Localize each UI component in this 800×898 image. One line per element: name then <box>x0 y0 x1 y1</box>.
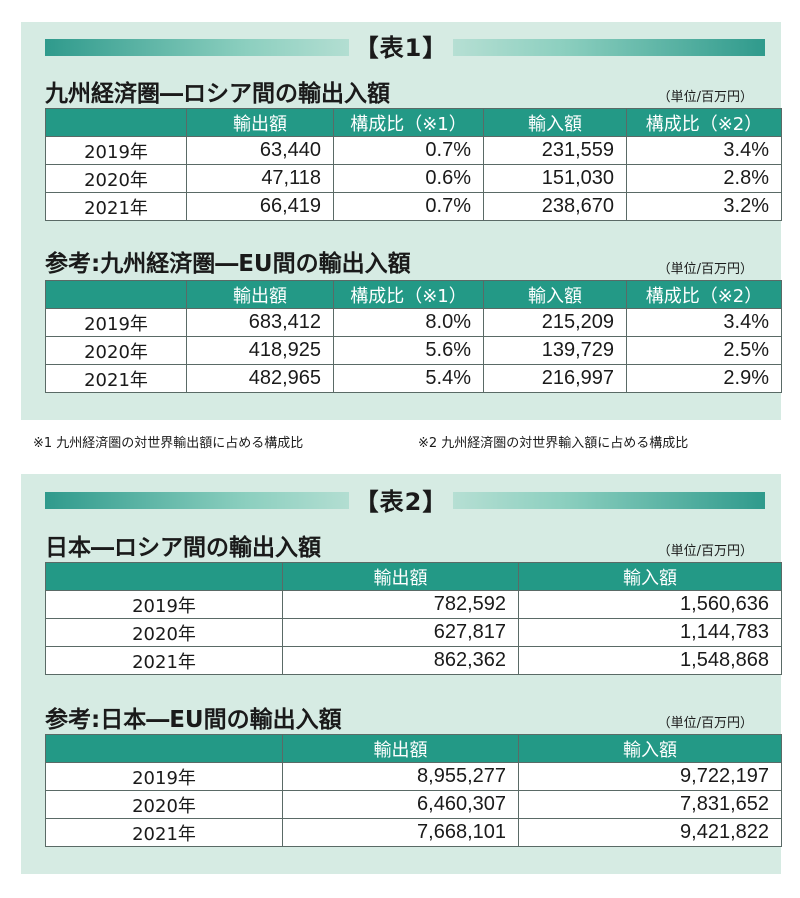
header-cell: 構成比（※2） <box>626 108 782 137</box>
export-cell: 418,925 <box>186 336 334 365</box>
export-ratio-cell: 0.7% <box>333 192 484 221</box>
import-ratio-cell: 2.5% <box>626 336 782 365</box>
export-cell: 7,668,101 <box>282 818 519 847</box>
header-cell: 輸入額 <box>483 108 627 137</box>
import-cell: 231,559 <box>483 136 627 165</box>
import-cell: 9,722,197 <box>518 762 782 791</box>
table2-panel: 【表2】 日本―ロシア間の輸出入額 （単位/百万円） 輸出額 輸入額 2019年… <box>21 474 782 874</box>
footnote-2: ※2 九州経済圏の対世界輸入額に占める構成比 <box>418 436 689 451</box>
year-cell: 2020年 <box>45 164 187 193</box>
export-cell: 6,460,307 <box>282 790 519 819</box>
table2-section-a-table: 輸出額 輸入額 2019年 782,592 1,560,636 2020年 62… <box>45 562 782 675</box>
import-cell: 1,548,868 <box>518 646 782 675</box>
export-cell: 66,419 <box>186 192 334 221</box>
table-header-row: 輸出額 輸入額 <box>45 562 782 591</box>
year-cell: 2021年 <box>45 818 283 847</box>
table-row: 2021年 862,362 1,548,868 <box>45 646 782 675</box>
table-row: 2020年 6,460,307 7,831,652 <box>45 790 782 819</box>
year-cell: 2019年 <box>45 308 187 337</box>
import-cell: 238,670 <box>483 192 627 221</box>
import-cell: 216,997 <box>483 364 627 393</box>
header-cell: 輸出額 <box>282 562 519 591</box>
year-cell: 2019年 <box>45 136 187 165</box>
import-cell: 215,209 <box>483 308 627 337</box>
export-cell: 683,412 <box>186 308 334 337</box>
year-cell: 2021年 <box>45 192 187 221</box>
table2-section-b-table: 輸出額 輸入額 2019年 8,955,277 9,722,197 2020年 … <box>45 734 782 847</box>
table2-section-a-title: 日本―ロシア間の輸出入額 <box>45 535 321 561</box>
table-row: 2019年 8,955,277 9,722,197 <box>45 762 782 791</box>
table1-section-b-table: 輸出額 構成比（※1） 輸入額 構成比（※2） 2019年 683,412 8.… <box>45 280 782 393</box>
table1-section-a-table: 輸出額 構成比（※1） 輸入額 構成比（※2） 2019年 63,440 0.7… <box>45 108 782 221</box>
table2-section-b-title: 参考:日本―EU間の輸出入額 <box>45 707 342 733</box>
year-cell: 2021年 <box>45 646 283 675</box>
table-row: 2019年 683,412 8.0% 215,209 3.4% <box>45 308 782 337</box>
table-row: 2019年 782,592 1,560,636 <box>45 590 782 619</box>
table-row: 2020年 47,118 0.6% 151,030 2.8% <box>45 164 782 193</box>
import-cell: 139,729 <box>483 336 627 365</box>
table1-heading: 【表1】 <box>21 28 781 63</box>
table2-section-b-unit: （単位/百万円） <box>657 716 753 731</box>
header-cell: 輸出額 <box>186 280 334 309</box>
year-cell: 2021年 <box>45 364 187 393</box>
header-cell: 構成比（※1） <box>333 108 484 137</box>
table-row: 2021年 482,965 5.4% 216,997 2.9% <box>45 364 782 393</box>
import-ratio-cell: 3.4% <box>626 308 782 337</box>
year-cell: 2020年 <box>45 790 283 819</box>
header-cell: 構成比（※2） <box>626 280 782 309</box>
export-cell: 47,118 <box>186 164 334 193</box>
table-header-row: 輸出額 構成比（※1） 輸入額 構成比（※2） <box>45 280 782 309</box>
table-row: 2020年 418,925 5.6% 139,729 2.5% <box>45 336 782 365</box>
header-cell: 輸出額 <box>186 108 334 137</box>
header-cell: 輸入額 <box>518 562 782 591</box>
export-cell: 63,440 <box>186 136 334 165</box>
table1-section-a-unit: （単位/百万円） <box>657 90 753 105</box>
table2-heading: 【表2】 <box>21 482 781 517</box>
table-row: 2020年 627,817 1,144,783 <box>45 618 782 647</box>
header-cell <box>45 108 187 137</box>
header-cell: 構成比（※1） <box>333 280 484 309</box>
year-cell: 2020年 <box>45 618 283 647</box>
export-ratio-cell: 8.0% <box>333 308 484 337</box>
table-header-row: 輸出額 輸入額 <box>45 734 782 763</box>
table1-section-b-title: 参考:九州経済圏―EU間の輸出入額 <box>45 251 411 277</box>
header-cell: 輸入額 <box>518 734 782 763</box>
table-header-row: 輸出額 構成比（※1） 輸入額 構成比（※2） <box>45 108 782 137</box>
table-row: 2019年 63,440 0.7% 231,559 3.4% <box>45 136 782 165</box>
export-cell: 627,817 <box>282 618 519 647</box>
export-ratio-cell: 5.4% <box>333 364 484 393</box>
export-ratio-cell: 0.7% <box>333 136 484 165</box>
import-ratio-cell: 3.4% <box>626 136 782 165</box>
table1-section-b-unit: （単位/百万円） <box>657 262 753 277</box>
header-cell: 輸出額 <box>282 734 519 763</box>
footnote-1: ※1 九州経済圏の対世界輸出額に占める構成比 <box>33 436 304 451</box>
export-cell: 8,955,277 <box>282 762 519 791</box>
export-cell: 862,362 <box>282 646 519 675</box>
year-cell: 2020年 <box>45 336 187 365</box>
import-cell: 9,421,822 <box>518 818 782 847</box>
table2-section-a-unit: （単位/百万円） <box>657 544 753 559</box>
import-cell: 151,030 <box>483 164 627 193</box>
table-row: 2021年 7,668,101 9,421,822 <box>45 818 782 847</box>
export-cell: 782,592 <box>282 590 519 619</box>
export-ratio-cell: 0.6% <box>333 164 484 193</box>
table1-panel: 【表1】 九州経済圏―ロシア間の輸出入額 （単位/百万円） 輸出額 構成比（※1… <box>21 22 782 420</box>
table1-section-a-title: 九州経済圏―ロシア間の輸出入額 <box>45 81 390 107</box>
import-cell: 7,831,652 <box>518 790 782 819</box>
import-ratio-cell: 2.8% <box>626 164 782 193</box>
export-cell: 482,965 <box>186 364 334 393</box>
import-ratio-cell: 3.2% <box>626 192 782 221</box>
import-cell: 1,560,636 <box>518 590 782 619</box>
year-cell: 2019年 <box>45 762 283 791</box>
import-ratio-cell: 2.9% <box>626 364 782 393</box>
header-cell <box>45 562 283 591</box>
header-cell <box>45 734 283 763</box>
header-cell: 輸入額 <box>483 280 627 309</box>
table-row: 2021年 66,419 0.7% 238,670 3.2% <box>45 192 782 221</box>
export-ratio-cell: 5.6% <box>333 336 484 365</box>
import-cell: 1,144,783 <box>518 618 782 647</box>
year-cell: 2019年 <box>45 590 283 619</box>
header-cell <box>45 280 187 309</box>
